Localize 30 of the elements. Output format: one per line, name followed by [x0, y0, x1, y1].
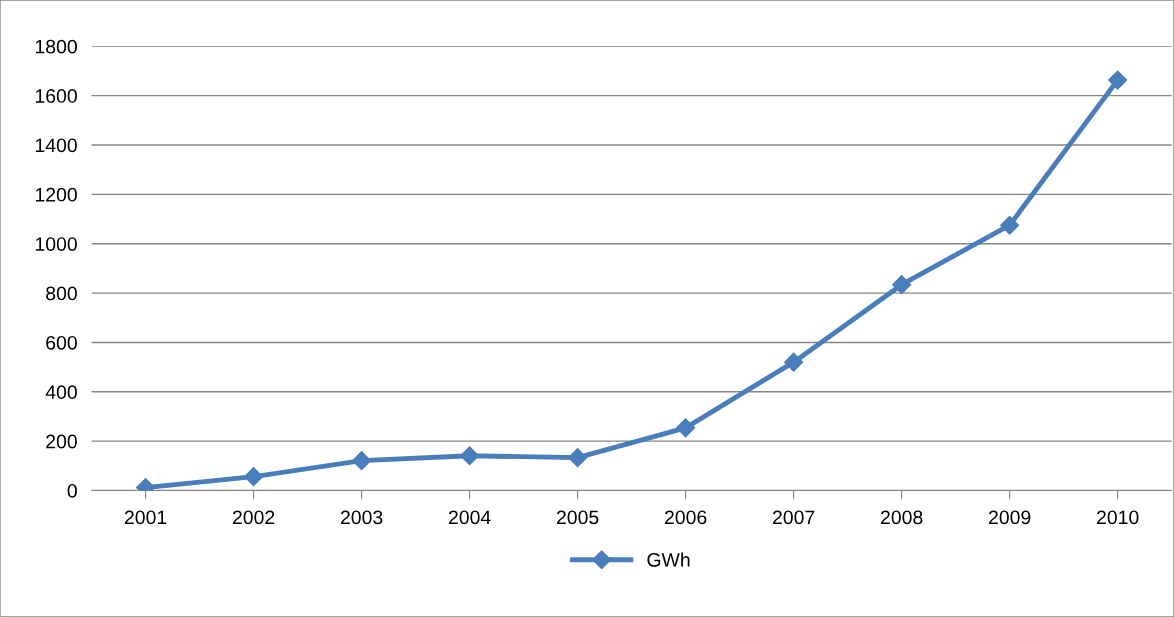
x-tick-label: 2009 — [988, 510, 1031, 525]
y-tick-label: 200 — [46, 434, 77, 449]
x-tick-label: 2003 — [340, 510, 383, 525]
y-tick-label: 400 — [45, 385, 77, 400]
y-tick-label: 1200 — [35, 187, 77, 202]
x-tick-label: 2010 — [1097, 510, 1139, 525]
x-tick-label: 2005 — [556, 510, 599, 525]
y-tick-label: 1800 — [35, 39, 77, 54]
point — [676, 418, 696, 438]
point — [244, 467, 264, 487]
y-tick-label: 1600 — [35, 89, 77, 103]
point — [1000, 215, 1020, 235]
legend-label: GWh — [647, 552, 690, 567]
y-tick-label: 0 — [67, 483, 77, 498]
point — [892, 275, 912, 295]
x-tick-label: 2004 — [448, 510, 491, 525]
x-tick-label: 2007 — [772, 510, 815, 525]
point — [568, 448, 588, 468]
point — [352, 451, 372, 471]
y-tick-label: 1000 — [35, 237, 77, 251]
x-tick-label: 2006 — [664, 510, 707, 525]
point — [1108, 70, 1128, 90]
point — [460, 446, 480, 466]
y-tick-label: 800 — [46, 286, 77, 301]
y-tick-label: 1400 — [35, 138, 77, 153]
y-tick-label: 600 — [46, 335, 77, 350]
x-tick-label: 2001 — [124, 510, 167, 525]
x-tick-label: 2008 — [880, 510, 923, 525]
x-tick-label: 2002 — [232, 510, 275, 525]
point — [784, 352, 804, 372]
